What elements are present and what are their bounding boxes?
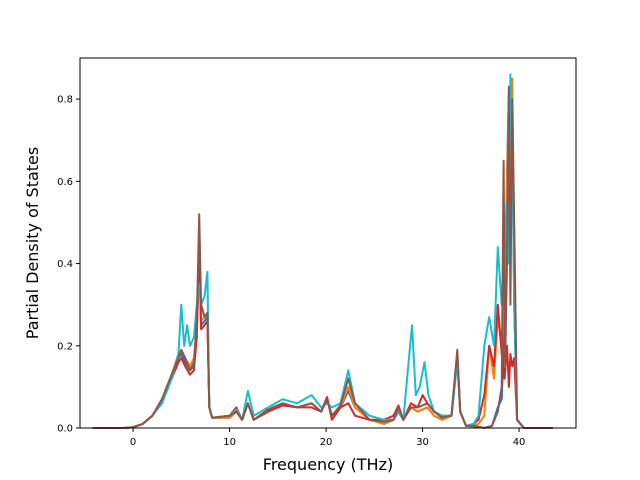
y-tick-label: 0.0 <box>57 424 73 435</box>
y-tick-label: 0.4 <box>57 259 73 270</box>
series-line-2 <box>92 77 553 429</box>
y-axis: 0.0 0.2 0.4 0.6 0.8 <box>57 95 80 435</box>
x-axis-title: Frequency (THz) <box>263 455 393 474</box>
plot-area-frame <box>79 57 577 429</box>
series-line-4 <box>92 73 553 429</box>
x-axis: 0 10 20 30 40 <box>130 428 526 448</box>
series-line-3 <box>92 246 553 429</box>
series-line-1 <box>92 89 553 429</box>
x-tick-label: 40 <box>513 437 526 448</box>
y-tick-label: 0.2 <box>57 341 73 352</box>
y-tick-label: 0.6 <box>57 177 73 188</box>
x-tick-label: 10 <box>223 437 236 448</box>
series-line-5 <box>92 85 553 429</box>
series-group <box>92 73 553 429</box>
x-tick-label: 30 <box>416 437 429 448</box>
x-tick-label: 0 <box>130 437 136 448</box>
y-axis-title: Partial Density of States <box>23 147 42 339</box>
x-tick-label: 20 <box>320 437 333 448</box>
y-tick-label: 0.8 <box>57 95 73 106</box>
